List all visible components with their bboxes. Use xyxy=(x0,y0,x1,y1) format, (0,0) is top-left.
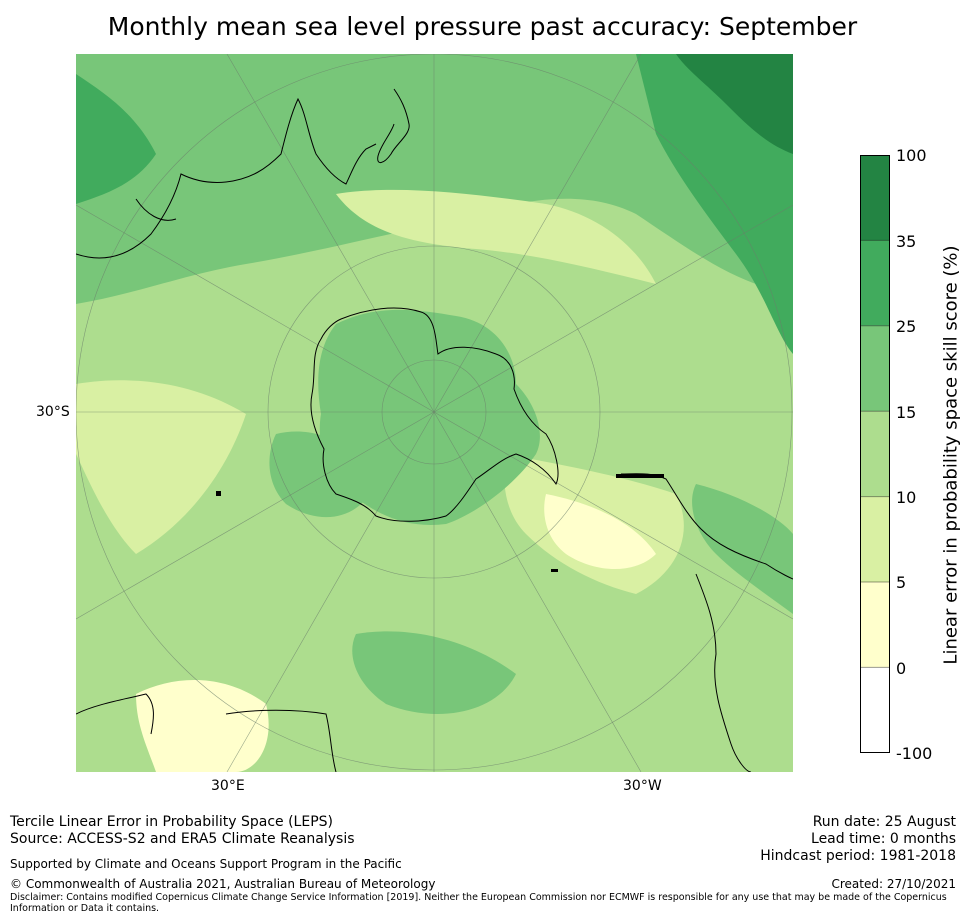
skill-region-35-100-northeast xyxy=(676,54,793,154)
colorbar-tick-label: 0 xyxy=(896,659,907,678)
colorbar-tick-label: 5 xyxy=(896,573,907,592)
longitude-label-west: 30°W xyxy=(623,778,662,794)
colorbar-segment-5-10 xyxy=(860,496,890,582)
colorbar-tick-label: -100 xyxy=(896,744,933,763)
colorbar-axis-label: Linear error in probability space skill … xyxy=(940,245,962,665)
longitude-lines xyxy=(76,54,793,772)
colorbar-tick-label: 10 xyxy=(896,488,917,507)
colorbar-segment-35-100 xyxy=(860,155,890,241)
colorbar-ticks xyxy=(860,239,890,668)
longitude-label-east: 30°E xyxy=(211,778,245,794)
lead-time-text: Lead time: 0 months xyxy=(811,831,956,847)
colorbar-segment-25-35 xyxy=(860,240,890,326)
colorbar-tick-label: 100 xyxy=(896,146,927,165)
polar-map xyxy=(76,54,793,772)
map-svg xyxy=(76,54,793,772)
antarctica-region xyxy=(318,309,540,525)
method-text: Tercile Linear Error in Probability Spac… xyxy=(10,814,333,830)
colorbar-tick-label: 35 xyxy=(896,232,917,251)
island xyxy=(216,491,221,496)
run-date-text: Run date: 25 August xyxy=(812,814,956,830)
colorbar-segment-neg100-0 xyxy=(860,667,890,753)
skill-region-15-25-north xyxy=(76,54,793,304)
skill-region-5-10-ring xyxy=(336,189,656,284)
disclaimer-line-1: Disclaimer: Contains modified Copernicus… xyxy=(10,892,947,903)
source-text: Source: ACCESS-S2 and ERA5 Climate Reana… xyxy=(10,831,355,847)
latitude-label: 30°S xyxy=(36,404,70,420)
chart-title: Monthly mean sea level pressure past acc… xyxy=(107,12,858,41)
colorbar-segment-15-25 xyxy=(860,325,890,412)
skill-region-15-25-east xyxy=(692,484,793,614)
colorbar-segment-10-15 xyxy=(860,411,890,497)
disclaimer-line-2: Information or Data it contains. xyxy=(10,903,160,914)
copyright-text: © Commonwealth of Australia 2021, Austra… xyxy=(10,877,436,891)
colorbar-tick-label: 15 xyxy=(896,403,917,422)
colorbar-frame xyxy=(860,155,890,753)
colorbar xyxy=(860,155,890,753)
skill-region-0-5-southeast xyxy=(544,494,656,569)
created-text: Created: 27/10/2021 xyxy=(831,877,956,891)
skill-region-25-35-northwest xyxy=(76,74,156,204)
island xyxy=(551,569,558,572)
skill-region-0-5-southwest xyxy=(136,680,269,772)
colorbar-tick-label: 25 xyxy=(896,317,917,336)
falkland-islands xyxy=(616,474,664,478)
hindcast-text: Hindcast period: 1981-2018 xyxy=(760,848,956,864)
colorbar-svg xyxy=(860,155,890,753)
support-text: Supported by Climate and Oceans Support … xyxy=(10,857,402,871)
skill-region-5-10-west xyxy=(76,380,246,554)
colorbar-segment-0-5 xyxy=(860,582,890,668)
